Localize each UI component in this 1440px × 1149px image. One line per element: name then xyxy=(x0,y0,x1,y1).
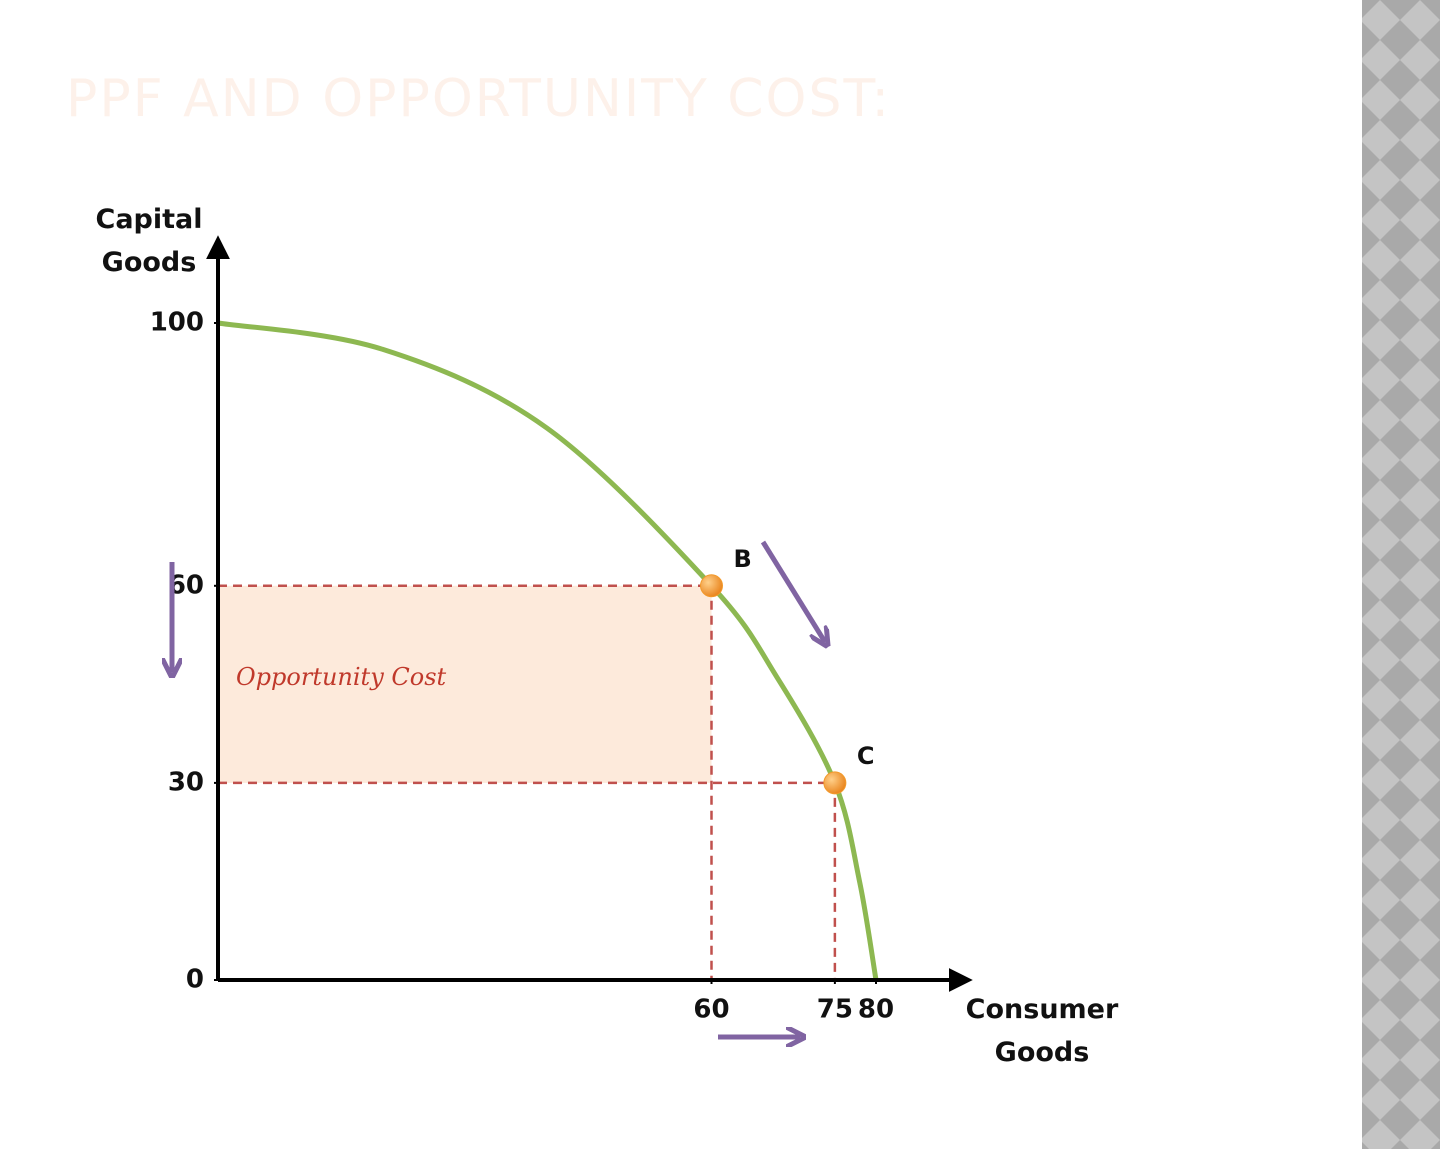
y-tick-label: 100 xyxy=(150,308,204,338)
side-strip xyxy=(1362,0,1440,1149)
arrow xyxy=(760,540,825,642)
y-tick-label: 0 xyxy=(186,965,204,995)
x-tick-label: 60 xyxy=(693,995,729,1025)
point xyxy=(700,574,723,598)
x-tick-label: 75 xyxy=(817,995,853,1025)
x-tick-label: 80 xyxy=(858,995,894,1025)
y-axis-label: Capital Goods xyxy=(95,204,203,278)
y-tick-label: 30 xyxy=(168,767,204,797)
slide-title: PPF AND OPPORTUNITY COST: xyxy=(66,69,891,129)
point-label: B xyxy=(734,545,752,573)
opportunity-region xyxy=(218,585,712,783)
point xyxy=(823,771,847,795)
annotation: Opportunity Cost xyxy=(236,663,447,691)
point-label: C xyxy=(857,742,875,770)
x-axis-label: Consumer Goods xyxy=(965,994,1119,1068)
